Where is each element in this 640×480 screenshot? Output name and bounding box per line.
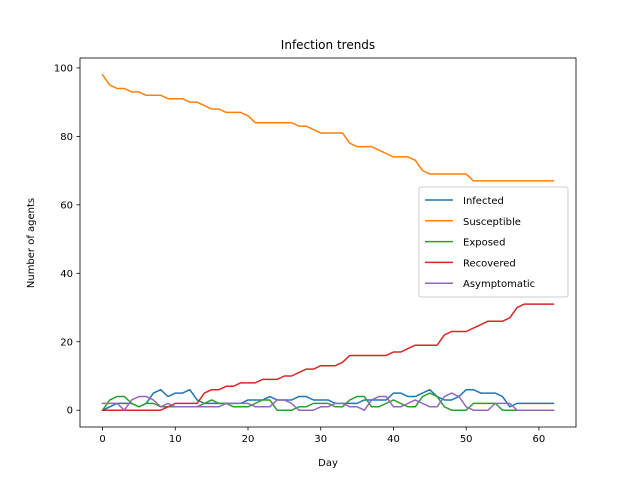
x-tick-label: 10 [169,434,182,445]
y-tick-label: 20 [60,337,73,348]
legend-label-infected: Infected [463,196,504,207]
y-tick-label: 80 [60,132,73,143]
x-tick-label: 60 [533,434,546,445]
plot-frame [79,57,577,428]
y-tick-label: 100 [54,63,73,74]
x-tick-label: 30 [314,434,327,445]
x-tick-label: 20 [242,434,255,445]
y-axis-label: Number of agents [26,198,37,288]
series-line-asymptomatic [101,392,555,411]
series-line-susceptible [101,73,555,182]
legend-label-recovered: Recovered [463,258,516,269]
y-tick-label: 0 [67,406,73,417]
axes-layer: 0 10 20 30 40 50 60 0 20 40 60 80 100 [54,57,577,445]
x-tick-label: 0 [99,434,105,445]
legend-label-asymptomatic: Asymptomatic [463,279,535,290]
chart-title: Infection trends [281,38,375,52]
legend-label-susceptible: Susceptible [463,217,521,228]
series-layer [101,73,555,412]
x-tick-label: 40 [387,434,400,445]
y-tick-label: 40 [60,269,73,280]
series-line-recovered [101,303,555,411]
x-tick-label: 50 [460,434,473,445]
legend: Infected Susceptible Exposed Recovered Asymp… [418,186,569,298]
legend-box [418,186,569,298]
legend-label-exposed: Exposed [463,238,505,249]
y-tick-label: 60 [60,200,73,211]
x-axis-label: Day [318,458,338,469]
series-line-infected [101,388,555,412]
